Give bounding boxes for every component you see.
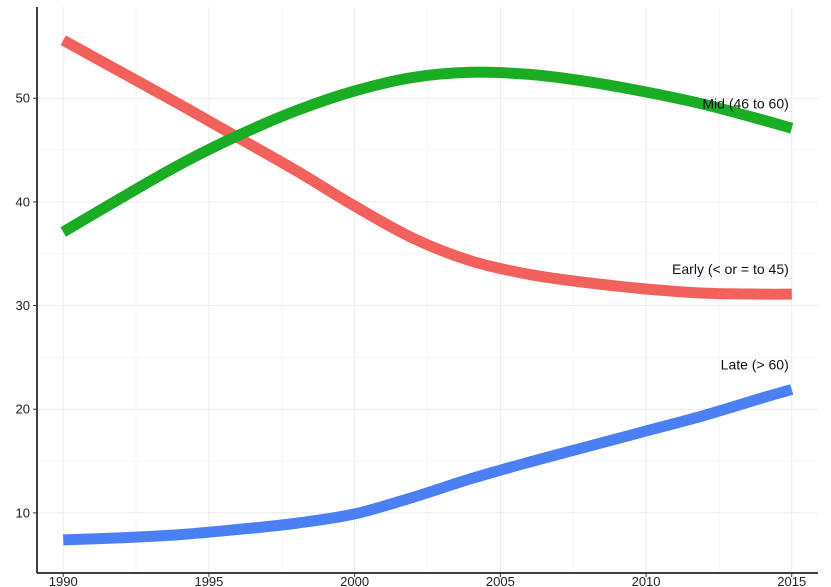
x-tick-label: 2005: [486, 574, 515, 587]
y-tick-label: 10: [16, 505, 30, 520]
series-label-late-60: Late (> 60): [721, 357, 789, 373]
x-tick-label: 1995: [194, 574, 223, 587]
y-tick-label: 50: [16, 91, 30, 106]
series-labels: Early (< or = to 45) Mid (46 to 60) Late (…: [672, 95, 789, 372]
series-label-early-or-to-45: Early (< or = to 45): [672, 261, 789, 277]
y-axis-ticks: 10 20 30 40 50: [16, 91, 37, 520]
y-tick-label: 30: [16, 298, 30, 313]
x-tick-label: 1990: [49, 574, 78, 587]
series-label-mid-46-to-60: Mid (46 to 60): [702, 95, 788, 111]
x-axis-ticks: 1990 1995 2000 2005 2010 2015: [49, 573, 806, 587]
series-line-early-or-to-45: [60, 35, 792, 300]
series-line-mid-46-to-60: [60, 66, 794, 237]
y-tick-label: 40: [16, 194, 30, 209]
x-tick-label: 2010: [632, 574, 661, 587]
x-tick-label: 2015: [777, 574, 806, 587]
series-line-late-60: [63, 384, 794, 546]
y-tick-label: 20: [16, 402, 30, 417]
axes: [36, 7, 818, 574]
series-lines: [60, 35, 794, 546]
x-tick-label: 2000: [340, 574, 369, 587]
